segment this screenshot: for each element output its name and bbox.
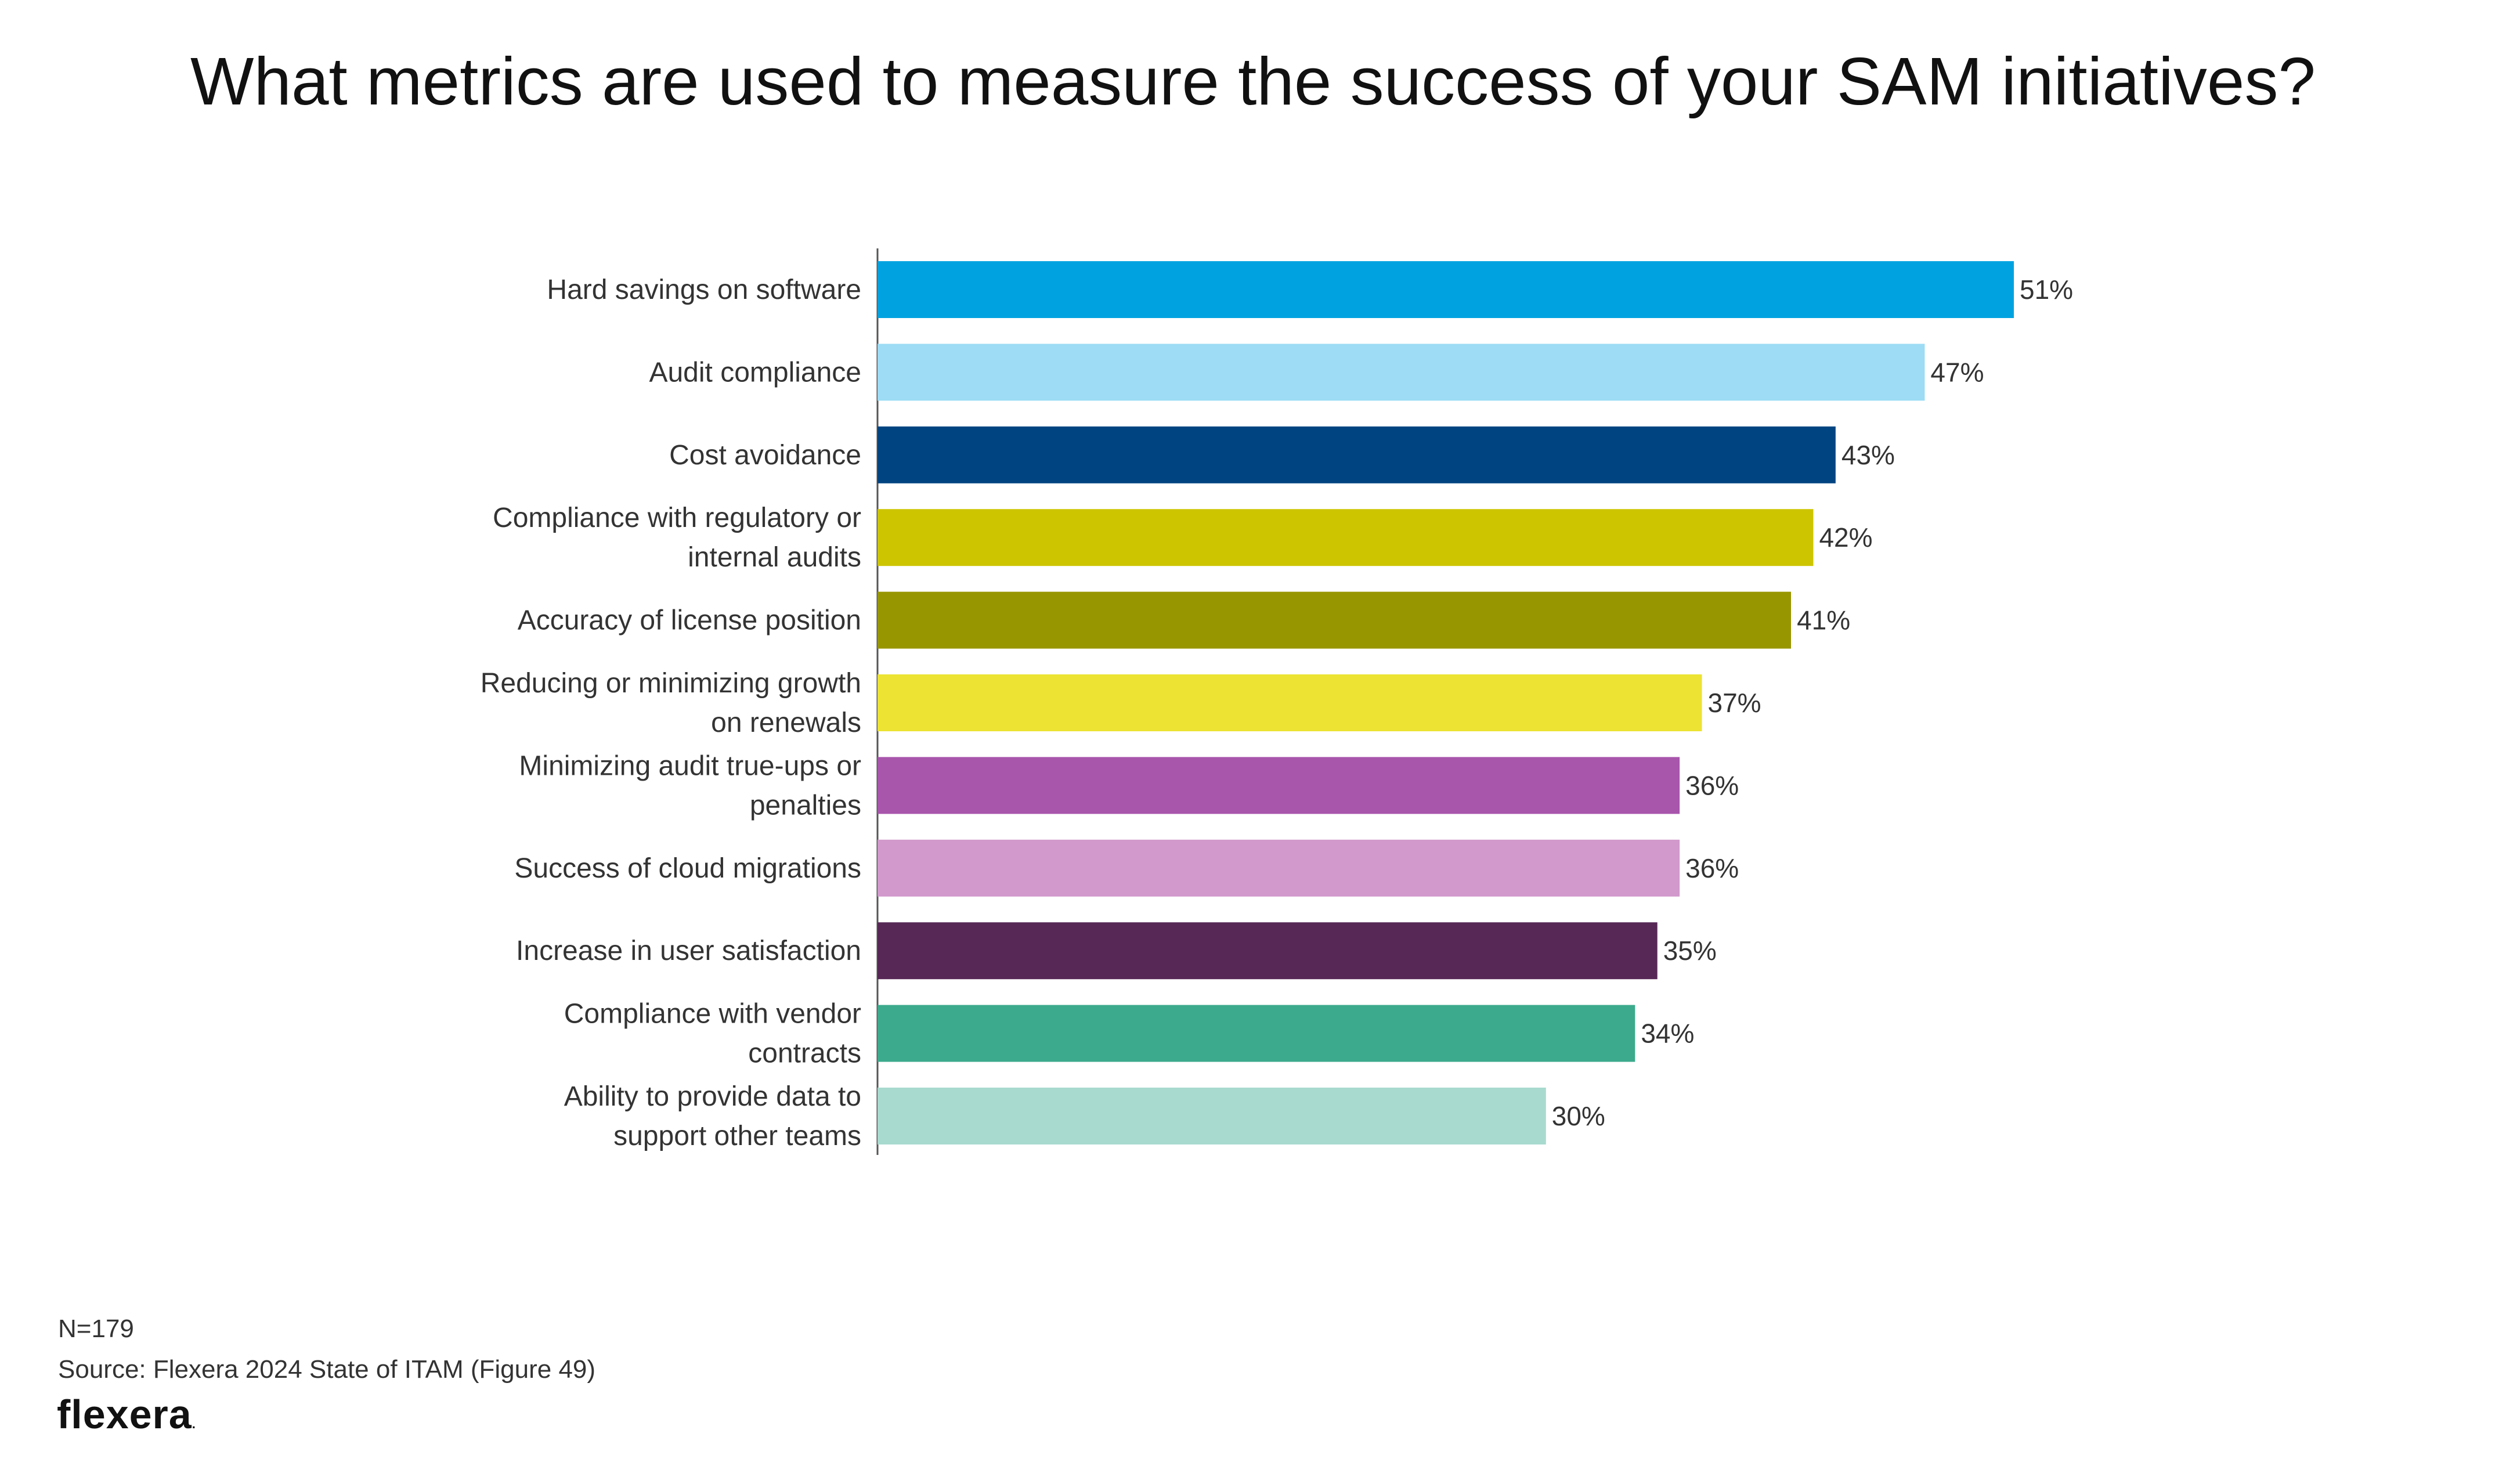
category-label-4-line-2: internal audits bbox=[688, 542, 861, 573]
category-label-5-line-1: Accuracy of license position bbox=[518, 605, 861, 636]
value-label-8: 36% bbox=[1685, 853, 1739, 883]
category-label-8: Success of cloud migrations bbox=[514, 853, 861, 884]
bar-10 bbox=[878, 1005, 1635, 1062]
chart-title: What metrics are used to measure the suc… bbox=[190, 44, 2316, 119]
value-label-11: 30% bbox=[1552, 1101, 1605, 1131]
category-label-1: Hard savings on software bbox=[547, 275, 861, 305]
category-label-6: Reducing or minimizing growth on renewals bbox=[481, 668, 861, 738]
category-label-9: Increase in user satisfaction bbox=[516, 936, 861, 966]
value-label-2: 47% bbox=[1930, 357, 1984, 387]
bar-8 bbox=[878, 839, 1680, 897]
bar-5 bbox=[878, 591, 1792, 649]
bar-3 bbox=[878, 426, 1836, 483]
bar-6 bbox=[878, 674, 1702, 731]
bar-11 bbox=[878, 1088, 1546, 1144]
bar-2 bbox=[878, 344, 1925, 401]
category-label-4-line-1: Compliance with regulatory or bbox=[493, 503, 861, 533]
category-label-3-line-1: Cost avoidance bbox=[669, 440, 861, 471]
category-label-10-line-2: contracts bbox=[748, 1038, 861, 1069]
category-label-2-line-1: Audit compliance bbox=[649, 357, 861, 388]
bar-4 bbox=[878, 509, 1814, 566]
logo-mark: . bbox=[192, 1417, 196, 1431]
category-label-2: Audit compliance bbox=[649, 357, 861, 388]
category-label-10-line-1: Compliance with vendor bbox=[564, 999, 861, 1030]
category-label-7-line-2: penalties bbox=[750, 790, 861, 821]
category-labels-layer: Hard savings on software Audit compliance… bbox=[481, 275, 861, 1151]
value-label-3: 43% bbox=[1841, 440, 1895, 470]
value-label-6: 37% bbox=[1708, 688, 1761, 718]
category-label-4: Compliance with regulatory or internal au… bbox=[493, 503, 861, 573]
category-label-11-line-2: support other teams bbox=[613, 1121, 861, 1151]
sample-size-note: N=179 bbox=[58, 1315, 134, 1343]
value-label-7: 36% bbox=[1685, 770, 1739, 800]
value-label-1: 51% bbox=[2020, 275, 2073, 305]
category-label-5: Accuracy of license position bbox=[518, 605, 861, 636]
bars-layer bbox=[878, 261, 2014, 1144]
category-label-1-line-1: Hard savings on software bbox=[547, 275, 861, 305]
logo-text: flexera bbox=[57, 1392, 192, 1437]
category-label-11-line-1: Ability to provide data to bbox=[564, 1081, 861, 1112]
source-note: Source: Flexera 2024 State of ITAM (Figu… bbox=[58, 1355, 596, 1384]
category-label-6-line-2: on renewals bbox=[711, 707, 861, 738]
bar-9 bbox=[878, 922, 1658, 980]
value-label-9: 35% bbox=[1663, 936, 1717, 966]
category-label-3: Cost avoidance bbox=[669, 440, 861, 471]
category-label-7: Minimizing audit true-ups or penalties bbox=[519, 750, 861, 821]
bar-7 bbox=[878, 757, 1680, 814]
value-labels-layer: 51% 47% 43% 42% 41% 37% 36% 36% 35% 34% 30% bbox=[1552, 275, 2073, 1131]
value-label-5: 41% bbox=[1797, 605, 1850, 636]
category-label-7-line-1: Minimizing audit true-ups or bbox=[519, 750, 861, 781]
value-label-4: 42% bbox=[1819, 522, 1872, 553]
flexera-logo: flexera. bbox=[57, 1388, 196, 1450]
category-label-8-line-1: Success of cloud migrations bbox=[514, 853, 861, 884]
bar-1 bbox=[878, 261, 2014, 318]
category-label-6-line-1: Reducing or minimizing growth bbox=[481, 668, 861, 699]
category-label-10: Compliance with vendor contracts bbox=[564, 999, 861, 1069]
value-label-10: 34% bbox=[1641, 1019, 1694, 1049]
category-label-9-line-1: Increase in user satisfaction bbox=[516, 936, 861, 966]
category-label-11: Ability to provide data to support other … bbox=[564, 1081, 861, 1151]
